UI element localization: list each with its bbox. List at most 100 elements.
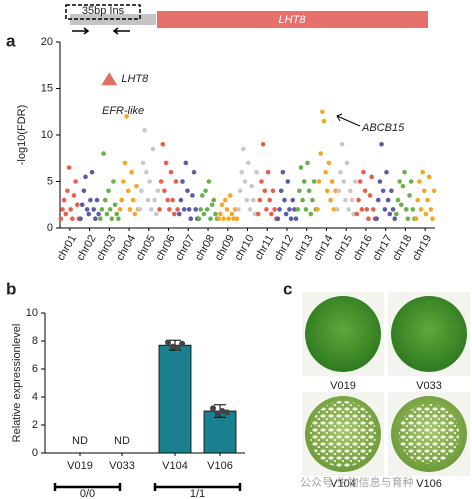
snp-point — [70, 216, 75, 221]
snp-point — [102, 197, 108, 203]
snp-point — [193, 207, 198, 212]
lead-snp — [101, 72, 118, 86]
value-label: ND — [114, 435, 130, 447]
snp-point — [265, 169, 271, 175]
snp-point — [292, 207, 297, 212]
snp-point — [270, 188, 276, 194]
snp-point — [78, 216, 83, 221]
snp-point — [203, 188, 208, 194]
snp-point — [267, 197, 273, 203]
snp-point — [364, 207, 370, 212]
snp-point — [384, 169, 389, 175]
snp-point — [329, 179, 335, 184]
panel-label: a — [6, 31, 16, 50]
snp-point — [255, 211, 261, 217]
snp-point — [351, 211, 356, 217]
snp-point — [389, 188, 394, 194]
snp-point — [428, 207, 434, 212]
snp-point — [359, 207, 365, 212]
snp-point — [107, 207, 113, 212]
group-label: 1/1 — [190, 488, 205, 499]
snp-point — [132, 211, 138, 217]
snp-point — [397, 179, 402, 184]
snp-point — [425, 197, 430, 203]
snp-point — [387, 211, 393, 217]
snp-point — [68, 207, 73, 212]
snp-point — [334, 207, 340, 212]
snp-point — [288, 216, 294, 221]
snp-point — [371, 207, 376, 212]
gene-bar — [157, 11, 428, 28]
snp-point — [315, 207, 320, 212]
snp-point — [347, 188, 353, 194]
snp-point — [63, 211, 69, 217]
snp-point — [119, 197, 124, 203]
snp-point — [167, 207, 172, 212]
snp-point — [300, 197, 305, 203]
snp-point — [60, 207, 65, 212]
snp-point — [84, 207, 90, 212]
snp-point — [328, 197, 333, 203]
snp-point — [176, 211, 182, 217]
snp-point — [129, 169, 134, 175]
snp-point — [246, 160, 251, 166]
x-tick-label: V019 — [67, 460, 93, 472]
snp-point — [74, 202, 80, 208]
snp-point — [324, 188, 330, 194]
snp-point — [180, 179, 185, 184]
snp-point — [403, 207, 409, 212]
annotation-arrow — [336, 113, 361, 127]
snp-point — [144, 169, 149, 175]
snp-point — [352, 179, 358, 184]
snp-point — [190, 193, 195, 198]
replicate-point — [165, 339, 171, 346]
snp-point — [96, 211, 101, 217]
snp-point — [83, 174, 88, 180]
snp-point — [213, 211, 218, 217]
snp-point — [420, 169, 425, 175]
snp-point — [367, 193, 373, 198]
x-tick-label: chr19 — [410, 233, 434, 263]
snp-point — [142, 128, 148, 133]
x-tick-label: V033 — [109, 460, 135, 472]
photo-caption: V106 — [416, 478, 442, 490]
snp-point — [366, 216, 371, 221]
group-label: 0/0 — [80, 488, 95, 499]
replicate-point — [214, 410, 221, 417]
snp-point — [298, 165, 304, 170]
snp-point — [114, 211, 120, 217]
replicate-point — [174, 345, 181, 351]
snp-point — [252, 211, 258, 217]
snp-point — [186, 207, 192, 212]
snp-point — [382, 207, 388, 212]
snp-point — [250, 197, 256, 203]
y-tick-label: 10 — [41, 129, 53, 141]
y-tick-label: 8 — [32, 335, 38, 347]
y-tick-label: 0 — [32, 447, 38, 459]
snp-point — [326, 160, 332, 166]
snp-point — [303, 207, 309, 212]
snp-point — [232, 207, 238, 212]
snp-point — [153, 211, 159, 217]
y-tick-label: 4 — [32, 391, 38, 403]
panel-label: b — [6, 279, 16, 298]
snp-point — [71, 193, 77, 198]
snp-point — [172, 211, 177, 217]
snp-point — [168, 169, 174, 175]
insert-label: 35bp Ins — [82, 5, 125, 17]
replicate-point — [224, 409, 231, 416]
snp-point — [206, 179, 212, 184]
snp-point — [88, 197, 93, 203]
snp-point — [178, 197, 184, 203]
snp-point — [275, 216, 281, 221]
snp-point — [297, 188, 302, 194]
snp-point — [413, 216, 419, 221]
leaf-photos — [302, 292, 470, 476]
snp-point — [390, 207, 396, 212]
snp-point — [305, 160, 310, 166]
snp-point — [320, 109, 325, 115]
snp-point — [97, 216, 103, 221]
snp-point — [155, 188, 161, 194]
snp-point — [226, 216, 231, 221]
